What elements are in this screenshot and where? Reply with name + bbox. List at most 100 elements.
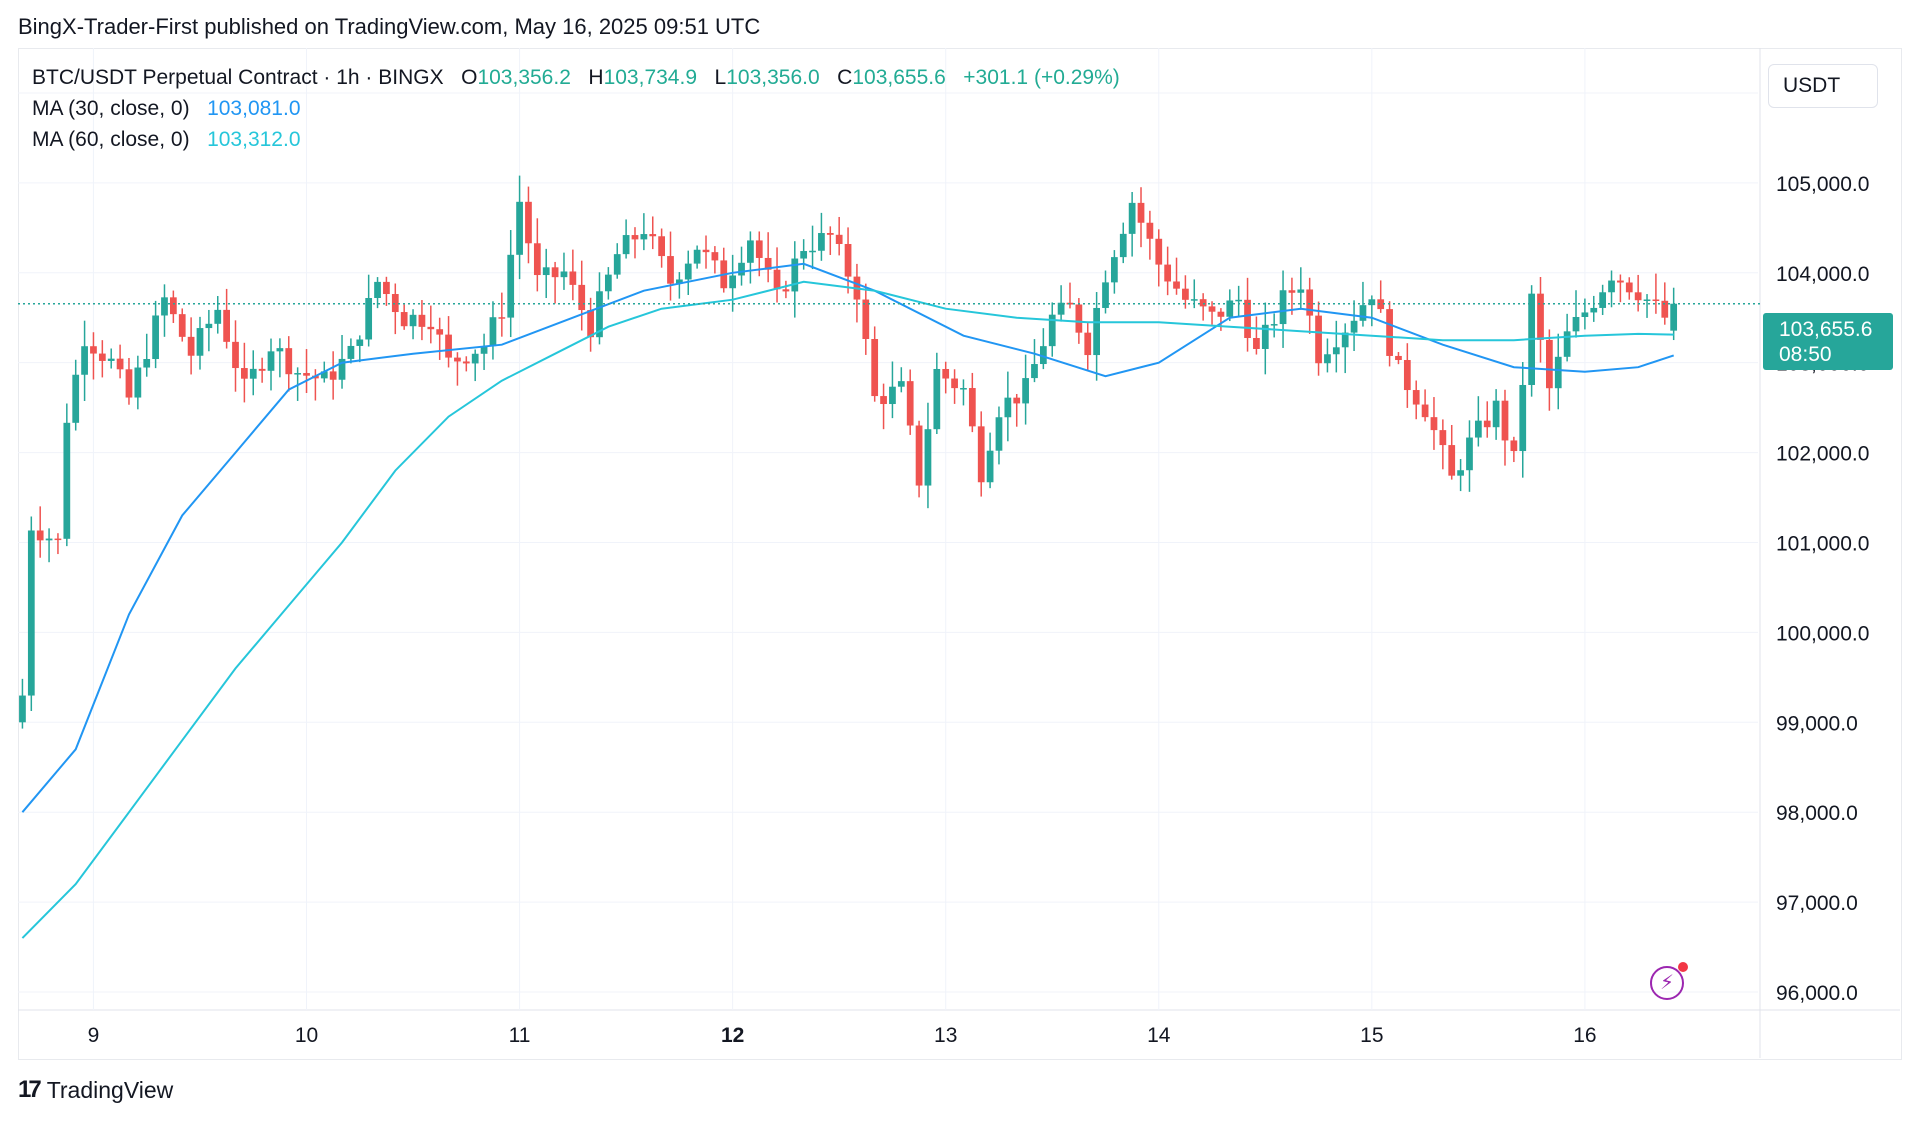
candle [933, 352, 941, 435]
candle [1528, 285, 1535, 397]
candle [1395, 352, 1402, 365]
candle [480, 333, 488, 370]
candle-body [107, 358, 115, 361]
candle [489, 301, 497, 360]
candle-body [906, 381, 914, 426]
candle-body [800, 251, 808, 259]
candle [1324, 338, 1331, 373]
candle [533, 218, 541, 292]
ma60-label[interactable]: MA (60, close, 0) [32, 128, 190, 151]
candle [454, 352, 461, 386]
candle [516, 175, 523, 280]
candle [613, 243, 621, 279]
candle [1253, 316, 1260, 355]
price-tick-label: 99,000.0 [1776, 712, 1858, 735]
candle [968, 372, 976, 433]
candle [1421, 389, 1429, 422]
candle [1332, 320, 1340, 373]
candle-body [1466, 437, 1473, 471]
candle [1386, 301, 1393, 367]
candle-body [507, 254, 515, 318]
candle-body [391, 294, 399, 313]
candle [1164, 246, 1172, 296]
candle-body [400, 312, 408, 327]
candle-body [1039, 346, 1047, 365]
tradingview-brand[interactable]: 17 TradingView [18, 1076, 173, 1104]
candle [702, 235, 710, 269]
candle-body [1652, 299, 1660, 301]
candle-body [747, 240, 754, 263]
candle-body [81, 346, 88, 375]
candle-body [968, 388, 976, 427]
candle [738, 246, 745, 286]
candle [1341, 323, 1349, 374]
time-tick-label: 12 [721, 1024, 744, 1047]
candle [152, 300, 159, 369]
candle [693, 245, 701, 269]
candle-body [1217, 311, 1225, 317]
candle-body [1093, 307, 1100, 356]
candle-body [1102, 282, 1109, 308]
ma60-value: 103,312.0 [207, 128, 301, 151]
candle [676, 272, 683, 299]
candle-body [587, 310, 594, 338]
high-label: H [588, 66, 604, 89]
candle-body [1581, 312, 1589, 317]
candle-body [1519, 384, 1527, 452]
candle-body [835, 234, 843, 244]
candle-body [320, 371, 328, 379]
candle [649, 216, 657, 250]
candle [844, 227, 852, 294]
candle [125, 357, 133, 405]
candle [276, 338, 284, 378]
candle-body [1359, 305, 1367, 321]
candle [1235, 285, 1243, 317]
candle-body [498, 317, 506, 319]
candle-body [676, 279, 683, 284]
bar-countdown: 08:50 [1779, 343, 1832, 366]
time-tick-label: 15 [1360, 1024, 1383, 1047]
candle [214, 296, 222, 334]
candle-body [365, 298, 373, 340]
candle-body [1554, 356, 1562, 389]
candle-body [693, 249, 701, 264]
candle [1084, 323, 1092, 371]
time-tick-label: 13 [934, 1024, 957, 1047]
candle [436, 317, 444, 360]
candle-body [1332, 347, 1340, 355]
candle-body [516, 201, 523, 255]
candle [1501, 389, 1509, 466]
candle-body [1377, 299, 1385, 310]
price-tick-label: 104,000.0 [1776, 263, 1869, 286]
candle-body [1111, 257, 1118, 283]
candle-body [640, 234, 648, 240]
candle-body [1643, 299, 1651, 301]
ma30-label[interactable]: MA (30, close, 0) [32, 97, 190, 120]
candle [1670, 287, 1678, 341]
candle-body [1164, 264, 1172, 282]
candle-body [169, 297, 177, 315]
candle [773, 247, 781, 303]
candle-body [134, 367, 142, 398]
candle [818, 212, 825, 261]
currency-unit-button[interactable]: USDT [1768, 64, 1878, 108]
candle [1208, 301, 1216, 325]
candle-body [267, 351, 275, 371]
candle [1572, 290, 1580, 338]
ma30-row: MA (30, close, 0) 103,081.0 [32, 93, 1120, 124]
last-price-value: 103,655.6 [1779, 318, 1873, 341]
candle [729, 254, 737, 312]
candle-body [871, 339, 879, 397]
candle-body [542, 267, 550, 276]
candle-body [1226, 300, 1234, 317]
candle [1554, 333, 1562, 410]
candle-body [1510, 440, 1518, 452]
price-tick-label: 102,000.0 [1776, 443, 1869, 466]
candle-body [1572, 316, 1580, 332]
lightning-icon[interactable]: ⚡ [1650, 962, 1688, 1000]
candle [862, 283, 870, 355]
candle [116, 344, 124, 379]
candle [356, 335, 364, 363]
candle [1182, 275, 1189, 309]
